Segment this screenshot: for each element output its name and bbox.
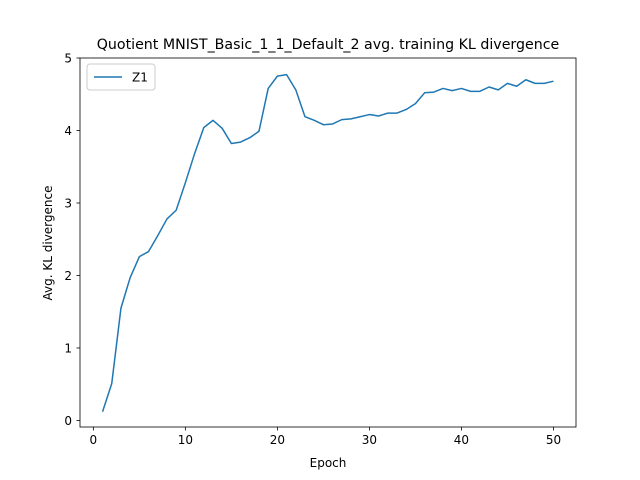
x-tick-label: 30 [362, 433, 377, 447]
y-tick-label: 0 [64, 414, 72, 428]
chart-title: Quotient MNIST_Basic_1_1_Default_2 avg. … [97, 37, 560, 53]
x-axis: 0 10 20 30 40 50 [90, 427, 561, 447]
y-tick-label: 4 [64, 124, 72, 138]
plot-area [79, 57, 577, 428]
y-tick-label: 3 [64, 196, 72, 210]
plot-frame [79, 57, 577, 428]
series-line-z1 [101, 73, 554, 413]
y-tick-label: 2 [64, 269, 72, 283]
x-tick-label: 50 [546, 433, 561, 447]
y-axis-label: Avg. KL divergence [41, 186, 55, 301]
x-axis-label: Epoch [310, 456, 347, 470]
x-tick-label: 0 [90, 433, 98, 447]
legend: Z1 [86, 63, 156, 91]
y-tick-label: 1 [64, 341, 72, 355]
y-axis: 0 1 2 3 4 5 [64, 51, 80, 428]
y-tick-label: 5 [64, 51, 72, 65]
legend-label: Z1 [132, 71, 148, 85]
x-tick-label: 10 [178, 433, 193, 447]
x-tick-label: 40 [454, 433, 469, 447]
x-tick-label: 20 [270, 433, 285, 447]
